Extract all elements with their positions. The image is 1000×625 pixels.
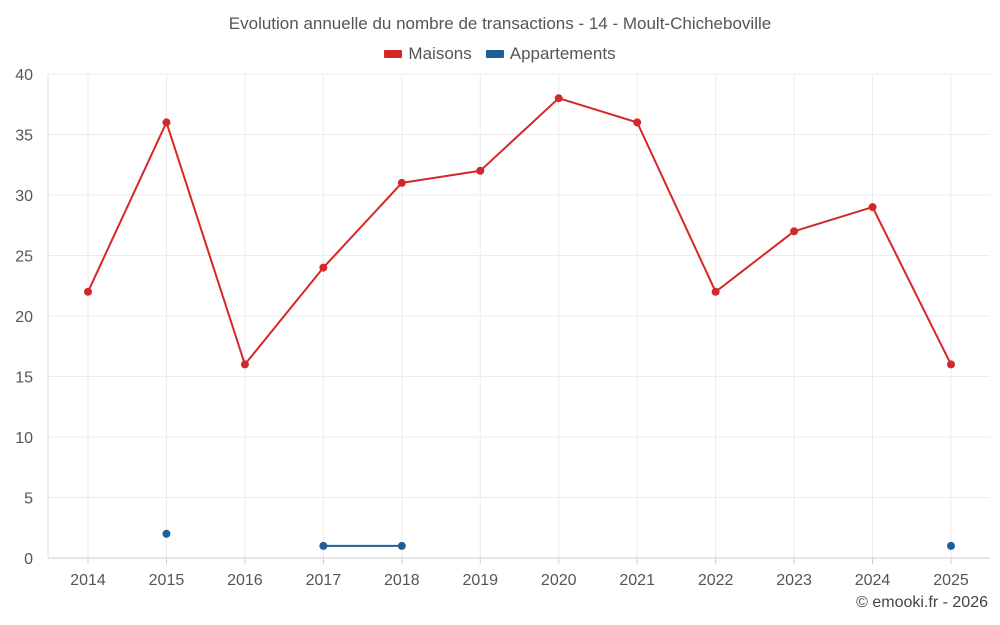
x-tick-label: 2017	[306, 572, 342, 589]
data-point-maisons[interactable]	[633, 118, 642, 127]
series-line-maisons	[400, 169, 482, 184]
series-line-maisons	[243, 266, 325, 366]
y-tick-label: 35	[15, 128, 33, 145]
legend-item-appartements[interactable]: Appartements	[485, 44, 616, 64]
x-tick-label: 2015	[149, 572, 185, 589]
chart-title: Evolution annuelle du nombre de transact…	[228, 14, 772, 33]
series	[84, 94, 955, 550]
x-tick-label: 2025	[933, 572, 969, 589]
data-point-maisons[interactable]	[162, 118, 171, 127]
series-line-maisons	[714, 230, 796, 293]
y-tick-label: 10	[15, 430, 33, 447]
series-line-maisons	[165, 121, 246, 366]
data-point-maisons[interactable]	[397, 178, 406, 187]
series-line-maisons	[636, 121, 717, 293]
series-line-maisons	[793, 206, 874, 233]
y-tick-label: 40	[15, 67, 33, 84]
data-point-appartements[interactable]	[947, 541, 955, 550]
y-tick-label: 0	[24, 551, 33, 568]
y-tick-label: 30	[15, 188, 33, 205]
data-point-maisons[interactable]	[84, 287, 92, 296]
x-tick-label: 2019	[462, 572, 498, 589]
x-tick-label: 2023	[776, 572, 812, 589]
legend-swatch-maisons	[384, 50, 403, 58]
legend: Maisons Appartements	[0, 44, 1000, 64]
x-tick-label: 2014	[70, 572, 106, 589]
x-tick-label: 2024	[855, 572, 891, 589]
legend-label-appartements: Appartements	[509, 44, 616, 63]
data-point-maisons[interactable]	[554, 94, 563, 103]
x-tick-label: 2021	[619, 572, 655, 589]
y-tick-label: 5	[24, 491, 33, 508]
series-line-maisons	[322, 181, 403, 269]
data-point-maisons[interactable]	[711, 287, 720, 296]
data-point-maisons[interactable]	[790, 227, 799, 236]
series-line-maisons	[557, 97, 639, 124]
series-line-maisons	[871, 206, 952, 366]
x-tick-label: 2022	[698, 572, 734, 589]
data-point-maisons[interactable]	[476, 166, 485, 175]
x-tick-label: 2018	[384, 572, 420, 589]
x-tick-label: 2016	[227, 572, 263, 589]
series-line-maisons	[87, 121, 168, 293]
y-tick-label: 15	[15, 370, 33, 387]
x-tick-label: 2020	[541, 572, 577, 589]
data-point-maisons[interactable]	[319, 263, 328, 272]
y-tick-label: 25	[15, 249, 33, 266]
legend-label-maisons: Maisons	[408, 44, 472, 63]
legend-item-maisons[interactable]: Maisons	[384, 44, 472, 64]
data-point-maisons[interactable]	[947, 360, 955, 369]
data-point-appartements[interactable]	[319, 541, 328, 550]
data-point-appartements[interactable]	[397, 541, 406, 550]
legend-swatch-appartements	[485, 50, 504, 58]
data-point-appartements[interactable]	[162, 529, 171, 538]
series-line-maisons	[479, 97, 560, 172]
grid	[48, 73, 990, 558]
data-point-maisons[interactable]	[240, 360, 249, 369]
y-tick-label: 20	[15, 309, 33, 326]
credit-text: © emooki.fr - 2026	[856, 594, 988, 611]
data-point-maisons[interactable]	[868, 203, 877, 212]
